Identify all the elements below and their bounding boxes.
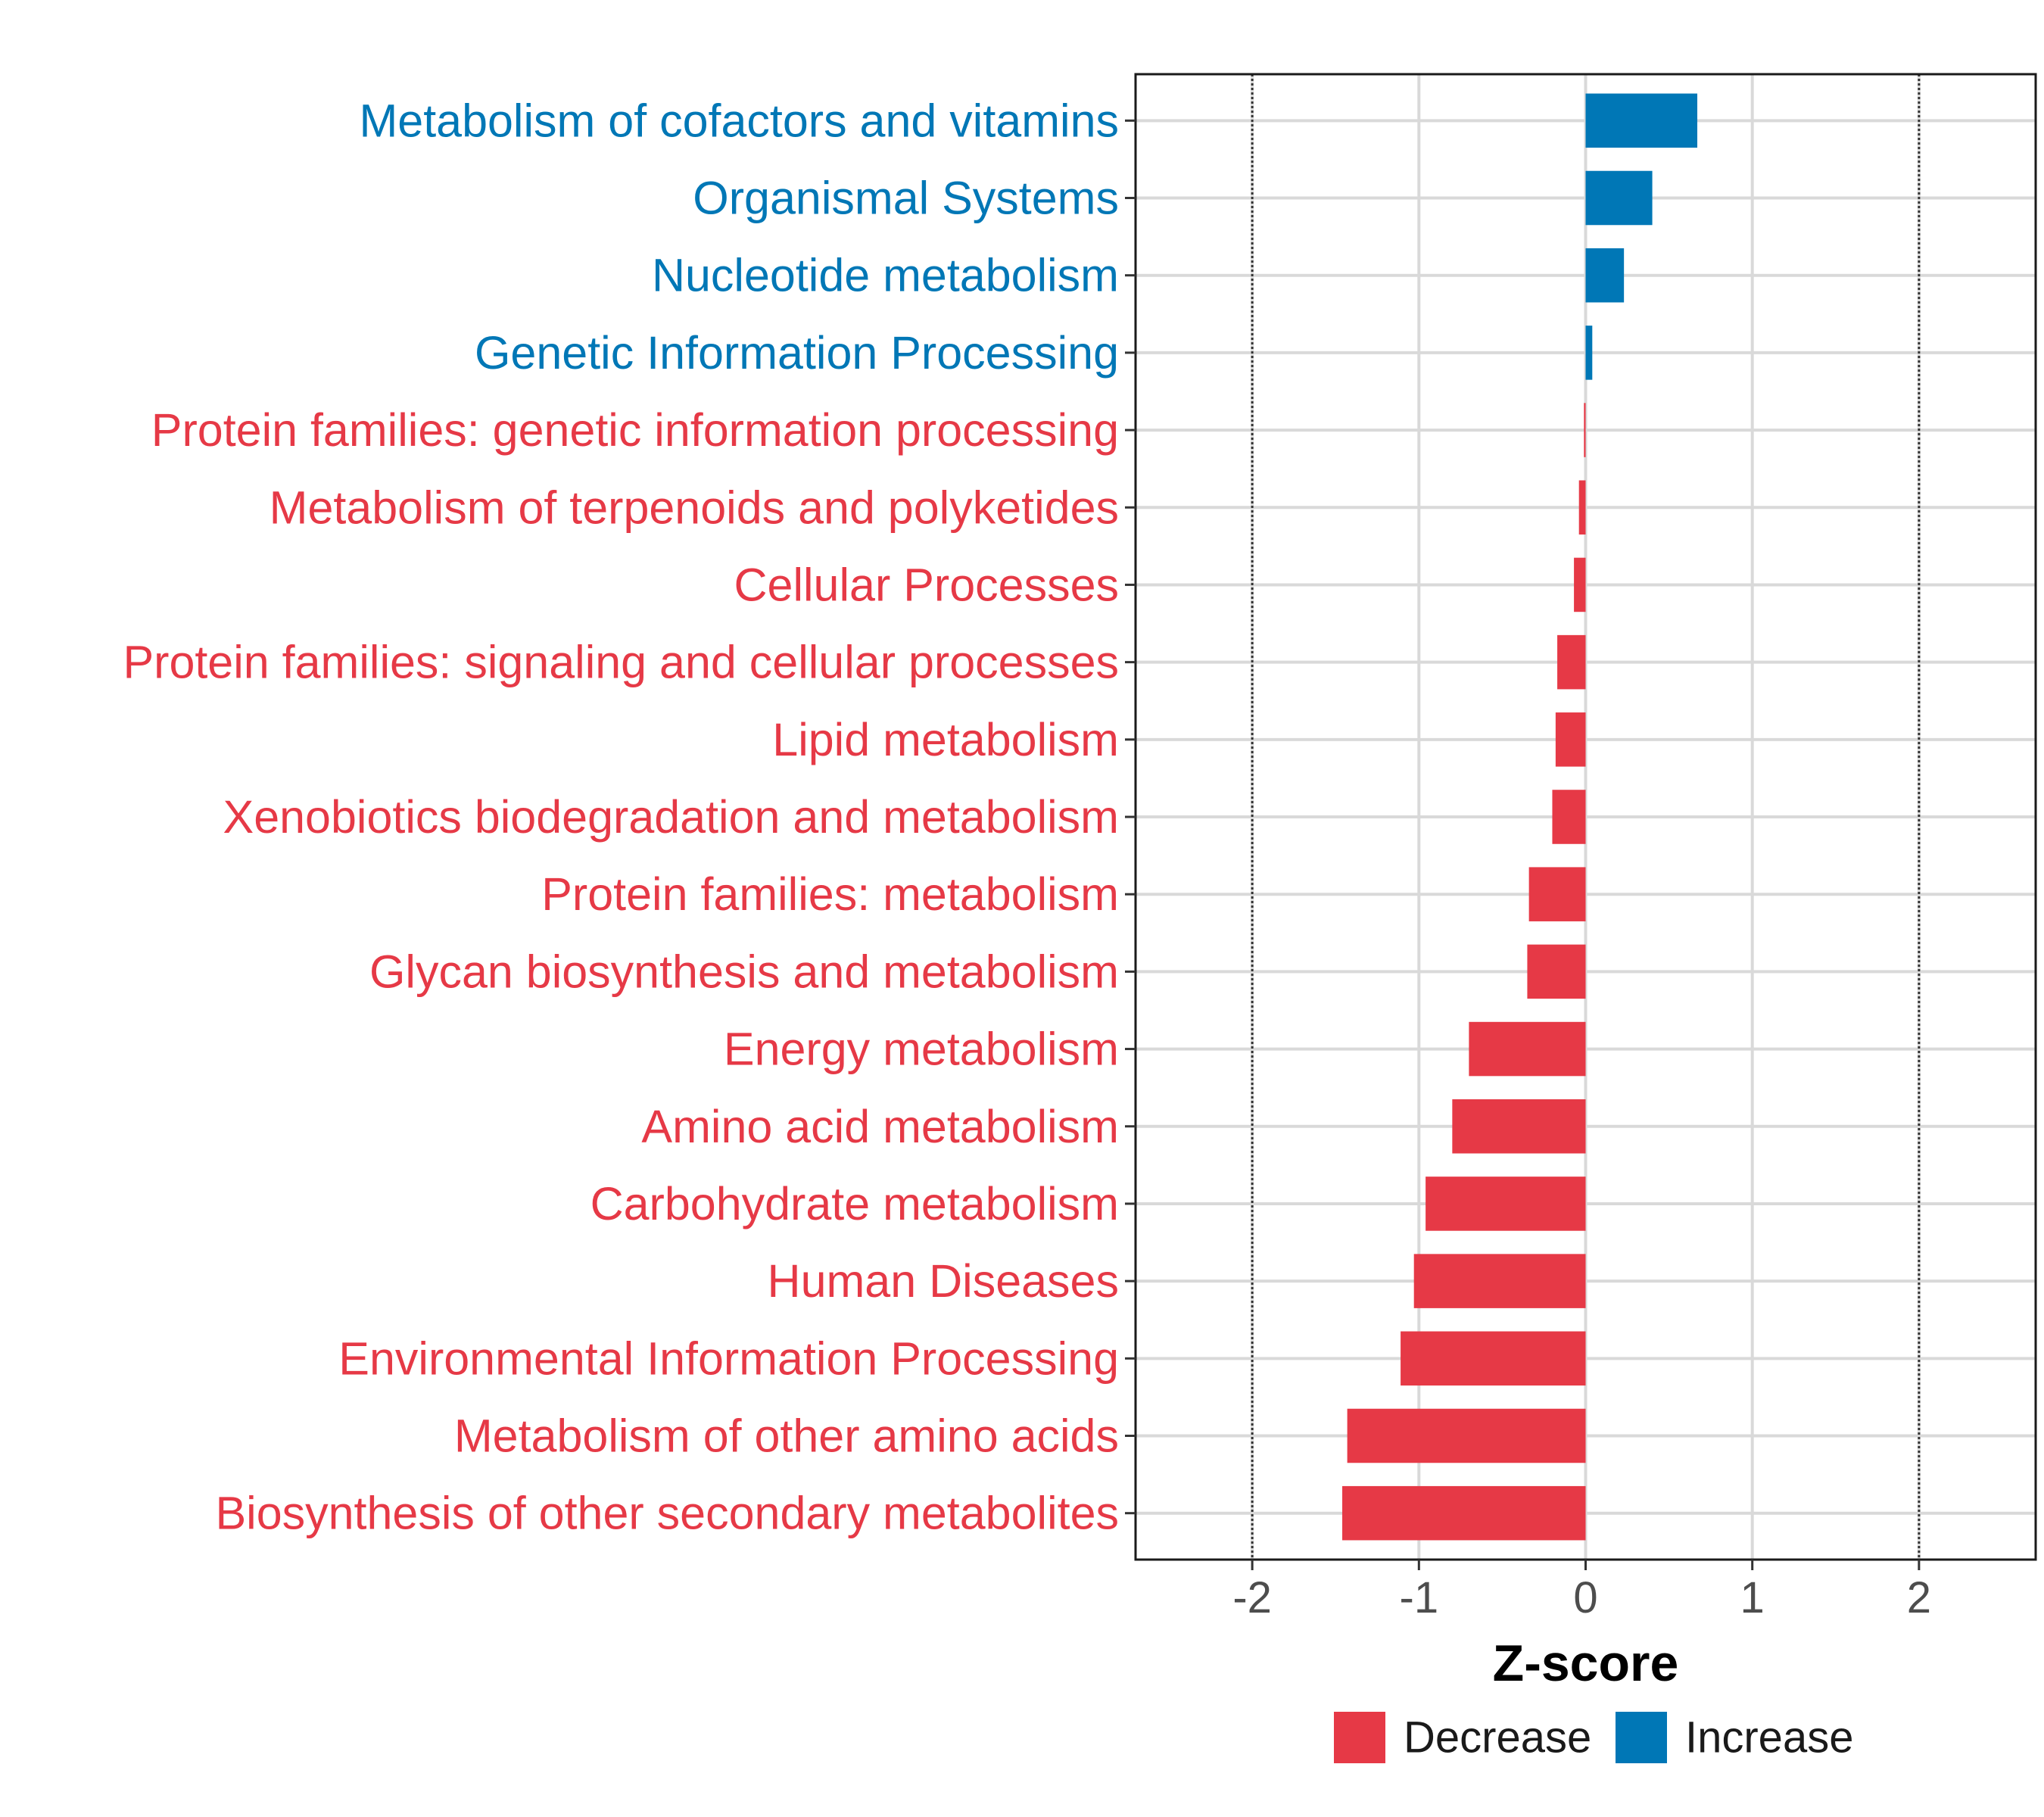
bar [1557, 634, 1586, 690]
x-tick-label: 0 [1573, 1573, 1597, 1622]
bar [1527, 944, 1586, 999]
legend-label-increase: Increase [1685, 1713, 1853, 1762]
x-tick-label: 2 [1907, 1573, 1931, 1622]
category-label: Genetic Information Processing [475, 327, 1119, 379]
legend-label-decrease: Decrease [1404, 1713, 1591, 1762]
category-label: Protein families: metabolism [541, 868, 1119, 920]
bar [1584, 403, 1586, 457]
bar [1585, 248, 1625, 303]
x-axis-ticks: -2 -1 0 1 2 [1232, 1560, 1931, 1622]
bar [1426, 1177, 1586, 1231]
category-label: Nucleotide metabolism [652, 250, 1119, 301]
category-label: Metabolism of other amino acids [454, 1410, 1119, 1462]
bars-layer [1342, 93, 1698, 1541]
category-label: Environmental Information Processing [338, 1332, 1119, 1384]
category-label: Carbohydrate metabolism [590, 1178, 1119, 1230]
bar [1469, 1021, 1586, 1077]
category-label: Biosynthesis of other secondary metaboli… [215, 1488, 1119, 1539]
bar [1452, 1099, 1586, 1154]
category-label: Amino acid metabolism [641, 1101, 1119, 1152]
bar [1578, 480, 1586, 535]
bar [1555, 712, 1586, 767]
y-axis-ticks [1125, 119, 1136, 1515]
x-tick-label: -2 [1232, 1573, 1272, 1622]
category-label: Cellular Processes [734, 559, 1119, 610]
category-label: Glycan biosynthesis and metabolism [369, 946, 1119, 997]
bar [1574, 557, 1586, 612]
x-tick-label: -1 [1400, 1573, 1439, 1622]
bar [1585, 170, 1653, 226]
reference-lines-layer [1251, 74, 1921, 1560]
category-label: Protein families: signaling and cellular… [123, 637, 1119, 688]
category-label: Organismal Systems [693, 173, 1119, 224]
bar [1413, 1254, 1586, 1308]
legend-swatch-increase [1616, 1712, 1667, 1763]
category-label: Energy metabolism [724, 1024, 1119, 1075]
bar [1342, 1485, 1586, 1541]
legend: Decrease Increase [1334, 1712, 1853, 1763]
x-axis-title: Z-score [1493, 1635, 1679, 1692]
category-label: Metabolism of cofactors and vitamins [359, 95, 1119, 146]
category-label: Metabolism of terpenoids and polyketides [270, 482, 1119, 533]
legend-swatch-decrease [1334, 1712, 1385, 1763]
bar [1585, 93, 1698, 148]
category-label: Lipid metabolism [772, 714, 1119, 765]
category-label: Xenobiotics biodegradation and metabolis… [223, 791, 1119, 843]
bar [1552, 790, 1586, 844]
y-axis-category-labels: Metabolism of cofactors and vitamins Orga… [123, 95, 1119, 1538]
category-label: Protein families: genetic information pr… [151, 404, 1119, 456]
bar [1347, 1408, 1586, 1463]
bar [1585, 326, 1593, 380]
bar [1401, 1331, 1586, 1386]
x-tick-label: 1 [1740, 1573, 1765, 1622]
bar [1528, 867, 1586, 921]
category-label: Human Diseases [768, 1255, 1119, 1307]
